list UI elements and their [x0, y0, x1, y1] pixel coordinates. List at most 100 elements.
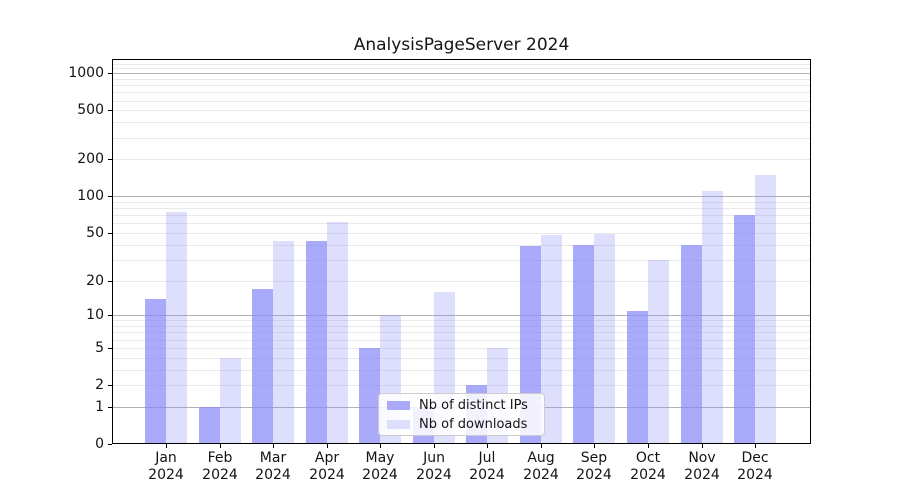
minor-gridline	[113, 122, 810, 123]
minor-gridline	[113, 64, 810, 65]
x-tick-label: Sep 2024	[576, 450, 612, 483]
minor-gridline	[113, 202, 810, 203]
x-tick-mark	[755, 444, 756, 448]
y-tick-mark	[108, 73, 112, 74]
minor-gridline	[113, 340, 810, 341]
y-tick-label: 200	[77, 151, 104, 167]
major-gridline	[113, 196, 810, 197]
y-tick-mark	[108, 233, 112, 234]
y-tick-label: 100	[77, 188, 104, 204]
x-tick-mark	[327, 444, 328, 448]
minor-gridline	[113, 68, 810, 69]
minor-gridline	[113, 92, 810, 93]
x-tick-label: Jul 2024	[469, 450, 505, 483]
bar-nb-of-downloads-sep-2024	[594, 234, 615, 444]
minor-gridline	[113, 320, 810, 321]
legend-label-downloads: Nb of downloads	[419, 416, 528, 432]
x-tick-mark	[487, 444, 488, 448]
x-tick-label: Dec 2024	[737, 450, 773, 483]
minor-gridline	[113, 223, 810, 224]
y-tick-label: 10	[86, 307, 104, 323]
chart-title: AnalysisPageServer 2024	[353, 35, 570, 55]
minor-gridline	[113, 85, 810, 86]
y-tick-mark	[108, 315, 112, 316]
legend-item-distinct-ips: Nb of distinct IPs	[387, 398, 536, 413]
x-tick-label: Apr 2024	[309, 450, 345, 483]
minor-gridline	[113, 138, 810, 139]
x-tick-label: Jun 2024	[416, 450, 452, 483]
y-tick-label: 20	[86, 273, 104, 289]
y-tick-label: 0	[95, 436, 104, 452]
minor-gridline	[113, 385, 810, 386]
y-tick-mark	[108, 110, 112, 111]
bar-nb-of-downloads-aug-2024	[541, 235, 562, 444]
bar-nb-of-distinct-ips-mar-2024	[252, 288, 273, 444]
bar-nb-of-downloads-dec-2024	[755, 174, 776, 444]
minor-gridline	[113, 101, 810, 102]
y-tick-label: 2	[95, 377, 104, 393]
minor-gridline	[113, 79, 810, 80]
bar-nb-of-distinct-ips-feb-2024	[199, 406, 220, 444]
x-tick-mark	[594, 444, 595, 448]
legend-item-downloads: Nb of downloads	[387, 417, 536, 432]
x-tick-label: Oct 2024	[630, 450, 666, 483]
legend-swatch-downloads	[387, 419, 410, 429]
bar-nb-of-distinct-ips-sep-2024	[573, 244, 594, 444]
y-tick-mark	[108, 159, 112, 160]
x-tick-mark	[166, 444, 167, 448]
y-tick-mark	[108, 281, 112, 282]
x-tick-label: Nov 2024	[684, 450, 720, 483]
bar-nb-of-distinct-ips-oct-2024	[627, 310, 648, 444]
bar-nb-of-downloads-jan-2024	[166, 211, 187, 444]
x-tick-mark	[273, 444, 274, 448]
x-tick-label: Feb 2024	[202, 450, 238, 483]
major-gridline	[113, 73, 810, 74]
bar-nb-of-downloads-feb-2024	[220, 357, 241, 444]
x-tick-mark	[648, 444, 649, 448]
minor-gridline	[113, 233, 810, 234]
bar-nb-of-distinct-ips-apr-2024	[306, 241, 327, 444]
minor-gridline	[113, 370, 810, 371]
minor-gridline	[113, 208, 810, 209]
major-gridline	[113, 315, 810, 316]
minor-gridline	[113, 110, 810, 111]
x-tick-label: Jan 2024	[148, 450, 184, 483]
bar-nb-of-downloads-mar-2024	[273, 241, 294, 444]
y-tick-mark	[108, 196, 112, 197]
minor-gridline	[113, 159, 810, 160]
minor-gridline	[113, 326, 810, 327]
minor-gridline	[113, 245, 810, 246]
minor-gridline	[113, 260, 810, 261]
legend: Nb of distinct IPs Nb of downloads	[378, 393, 545, 436]
minor-gridline	[113, 358, 810, 359]
minor-gridline	[113, 281, 810, 282]
x-tick-mark	[541, 444, 542, 448]
x-tick-label: Mar 2024	[255, 450, 291, 483]
x-tick-mark	[702, 444, 703, 448]
y-tick-label: 500	[77, 102, 104, 118]
x-tick-label: May 2024	[362, 450, 398, 483]
y-tick-label: 1000	[68, 65, 104, 81]
y-tick-label: 1	[95, 399, 104, 415]
x-tick-mark	[380, 444, 381, 448]
minor-gridline	[113, 215, 810, 216]
bar-nb-of-downloads-nov-2024	[702, 191, 723, 444]
bar-nb-of-distinct-ips-nov-2024	[681, 244, 702, 444]
minor-gridline	[113, 332, 810, 333]
bar-nb-of-downloads-oct-2024	[648, 259, 669, 444]
minor-gridline	[113, 348, 810, 349]
y-tick-label: 5	[95, 340, 104, 356]
legend-label-distinct-ips: Nb of distinct IPs	[419, 397, 528, 413]
y-tick-mark	[108, 407, 112, 408]
y-tick-mark	[108, 444, 112, 445]
x-tick-mark	[220, 444, 221, 448]
bar-nb-of-distinct-ips-jan-2024	[145, 298, 166, 444]
y-tick-mark	[108, 385, 112, 386]
y-tick-label: 50	[86, 225, 104, 241]
x-tick-mark	[434, 444, 435, 448]
bar-nb-of-downloads-apr-2024	[327, 221, 348, 444]
bar-nb-of-distinct-ips-dec-2024	[734, 215, 755, 444]
bar-nb-of-distinct-ips-may-2024	[359, 347, 380, 444]
x-tick-label: Aug 2024	[523, 450, 559, 483]
